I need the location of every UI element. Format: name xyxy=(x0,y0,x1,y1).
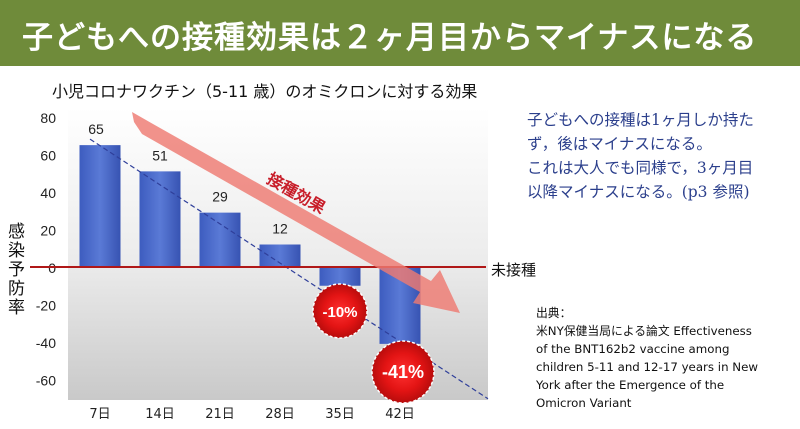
source-citation: 出典： 米NY保健当局による論文 Effectiveness of the BN… xyxy=(536,304,790,412)
y-tick-label: -40 xyxy=(36,335,56,351)
negative-badge xyxy=(371,340,435,404)
source-line: of the BNT162b2 vaccine among xyxy=(536,342,730,356)
note-line: 子どもへの接種は1ヶ月しか持た xyxy=(527,111,754,129)
note-line: 以降マイナスになる。(p3 参照) xyxy=(527,183,750,201)
y-tick-label: 60 xyxy=(40,148,56,164)
bar xyxy=(199,212,241,267)
source-line: Omicron Variant xyxy=(536,396,632,410)
x-tick-label: 35日 xyxy=(325,407,355,422)
data-label: 29 xyxy=(212,189,228,205)
note-line: これは大人でも同様で，3ヶ月目 xyxy=(527,159,754,177)
negative-badge xyxy=(312,283,368,339)
data-label: 65 xyxy=(88,121,104,137)
y-tick-label: 40 xyxy=(40,185,56,201)
x-tick-label: 42日 xyxy=(385,407,415,422)
source-line: 出典： xyxy=(536,306,572,320)
x-tick-label: 21日 xyxy=(205,407,235,422)
data-label: -41% xyxy=(382,362,424,382)
commentary-note: 子どもへの接種は1ヶ月しか持た ず，後はマイナスになる。 これは大人でも同様で，… xyxy=(527,108,789,204)
x-tick-label: 14日 xyxy=(145,407,175,422)
bar xyxy=(319,267,361,286)
chart-title: 小児コロナワクチン（5-11 歳）のオミクロンに対する効果 xyxy=(52,82,478,101)
title-banner: 子どもへの接種効果は２ヶ月目からマイナスになる xyxy=(0,0,800,66)
y-tick-label: -20 xyxy=(36,298,56,314)
data-label: 12 xyxy=(272,221,288,237)
effect-arrow xyxy=(132,112,460,313)
bar xyxy=(79,145,121,267)
y-tick-label: 20 xyxy=(40,223,56,239)
note-line: ず，後はマイナスになる。 xyxy=(527,135,712,153)
source-line: 米NY保健当局による論文 Effectiveness xyxy=(536,324,752,338)
source-line: York after the Emergence of the xyxy=(536,378,725,392)
y-axis-label: 感染予防率 xyxy=(8,222,25,318)
x-tick-label: 28日 xyxy=(265,407,295,422)
x-tick-label: 7日 xyxy=(89,407,110,422)
y-tick-label: 80 xyxy=(40,110,56,126)
y-tick-label: -60 xyxy=(36,373,56,389)
bar xyxy=(259,244,301,267)
source-line: children 5-11 and 12-17 years in New xyxy=(536,360,759,374)
zero-line-label: 未接種 xyxy=(491,261,537,279)
bar xyxy=(139,171,181,267)
data-label: -10% xyxy=(322,304,357,321)
data-label: 51 xyxy=(152,147,168,163)
page-title: 子どもへの接種効果は２ヶ月目からマイナスになる xyxy=(22,20,758,56)
